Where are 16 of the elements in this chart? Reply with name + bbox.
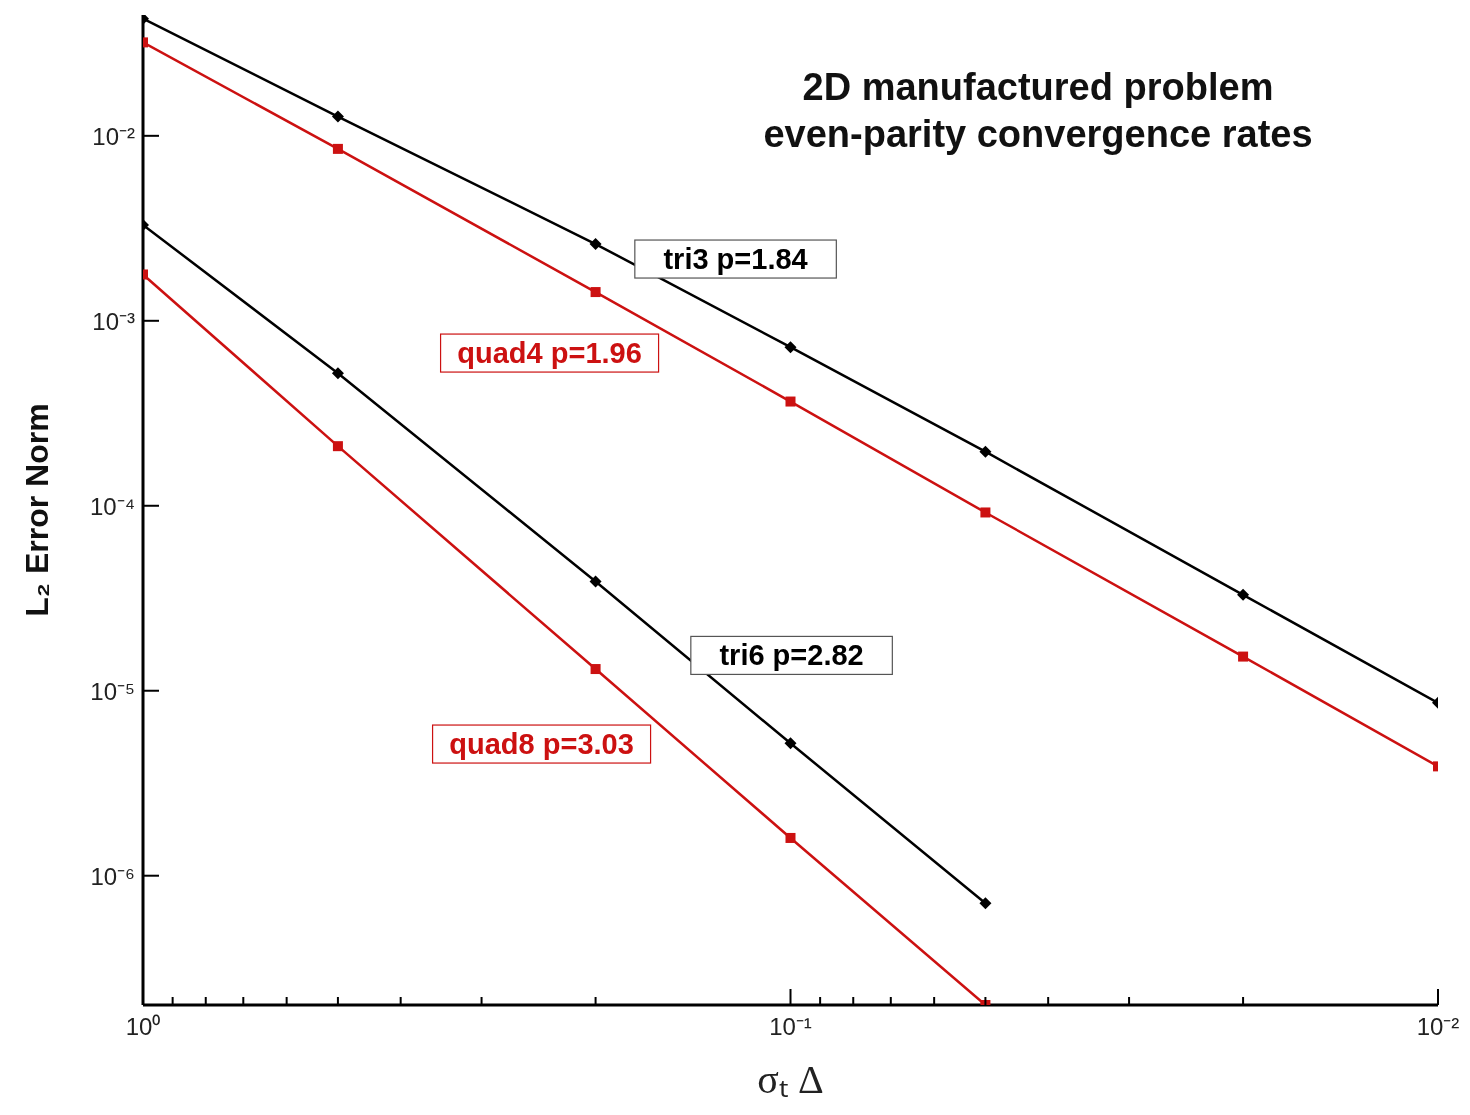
series-label: quad8 p=3.03 [449,728,634,761]
text: even-parity convergence rates [762,112,1314,157]
y-tick-label: 10⁻⁶ [90,862,135,890]
y-tick-label: 10⁻³ [92,307,136,335]
y-tick-label: 10⁻⁵ [90,677,135,705]
y-tick-label: 10⁻⁴ [89,492,135,520]
x-axis-title: σₜ Δ [757,1057,824,1102]
series-label: tri6 p=2.82 [719,639,864,672]
x-tick-label: 10⁻¹ [769,1013,812,1040]
x-tick-label: 10⁰ [125,1013,161,1040]
x-tick-label: 10⁻² [1416,1013,1460,1040]
series-label: quad4 p=1.96 [457,337,642,370]
y-axis-title: L₂ Error Norm [19,403,55,617]
series-label: tri3 p=1.84 [663,243,808,276]
y-tick-label: 10⁻² [92,122,136,150]
text: 2D manufactured problem [801,65,1275,110]
